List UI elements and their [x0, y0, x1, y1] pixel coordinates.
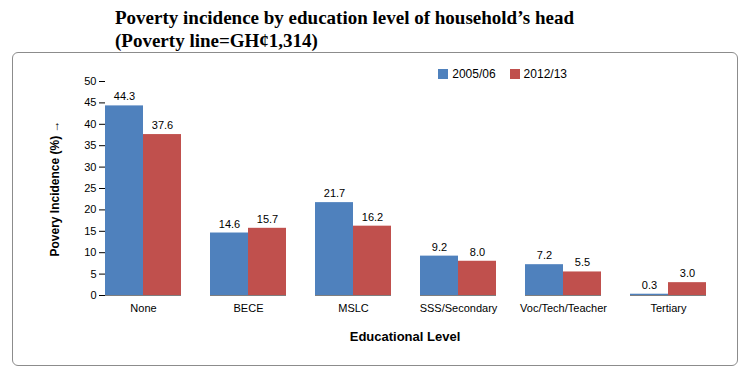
html-text:2005/06: 2005/06 [452, 67, 496, 81]
svg-text:14.6: 14.6 [219, 218, 240, 230]
svg-text:Voc/Tech/Teacher: Voc/Tech/Teacher [520, 302, 607, 314]
svg-text:40: 40 [84, 118, 96, 130]
svg-text:15.7: 15.7 [257, 213, 278, 225]
svg-text:10: 10 [84, 246, 96, 258]
html-text:(Poverty line=GH¢1,314): (Poverty line=GH¢1,314) [115, 30, 318, 51]
svg-text:9.2: 9.2 [432, 241, 447, 253]
svg-text:35: 35 [84, 139, 96, 151]
svg-text:3.0: 3.0 [680, 267, 695, 279]
svg-text:8.0: 8.0 [470, 246, 485, 258]
svg-text:5.5: 5.5 [575, 256, 590, 268]
svg-text:None: None [130, 302, 156, 314]
svg-text:BECE: BECE [234, 302, 264, 314]
svg-text:16.2: 16.2 [362, 211, 383, 223]
svg-text:0: 0 [90, 289, 96, 301]
svg-text:5: 5 [90, 268, 96, 280]
svg-text:7.2: 7.2 [537, 249, 552, 261]
html-text:2012/13: 2012/13 [523, 67, 567, 81]
svg-text:Povery Incidence (%) →: Povery Incidence (%) → [48, 120, 62, 256]
svg-text:44.3: 44.3 [114, 90, 135, 102]
svg-text:50: 50 [84, 75, 96, 87]
html-text:Poverty incidence by education: Poverty incidence by education level of … [115, 7, 574, 28]
svg-text:20: 20 [84, 203, 96, 215]
svg-text:30: 30 [84, 161, 96, 173]
svg-text:Tertiary: Tertiary [650, 302, 687, 314]
svg-text:21.7: 21.7 [324, 187, 345, 199]
html-text:Educational Level: Educational Level [349, 329, 461, 344]
svg-text:15: 15 [84, 225, 96, 237]
svg-text:37.6: 37.6 [152, 119, 173, 131]
svg-text:25: 25 [84, 182, 96, 194]
svg-text:45: 45 [84, 96, 96, 108]
svg-text:0.3: 0.3 [642, 279, 657, 291]
svg-text:MSLC: MSLC [338, 302, 369, 314]
svg-text:SSS/Secondary: SSS/Secondary [420, 302, 498, 314]
